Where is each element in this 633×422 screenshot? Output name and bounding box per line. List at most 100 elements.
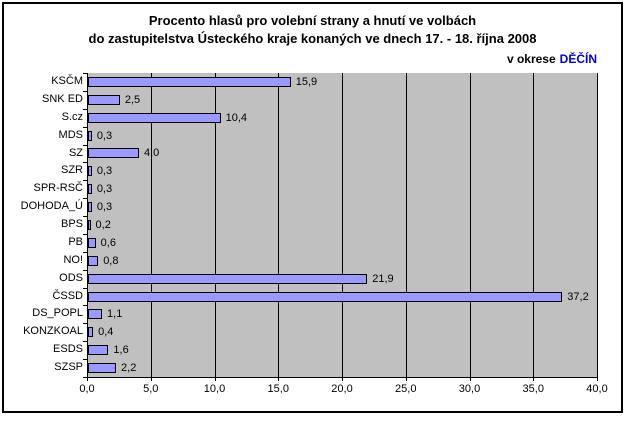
category-label: SZR xyxy=(61,164,83,177)
region-name: DĚČÍN xyxy=(559,52,597,66)
gridline xyxy=(533,73,535,377)
category-label: SZ xyxy=(68,146,83,159)
bar-row: 4,0 xyxy=(88,145,598,163)
chart-frame: Procento hlasů pro volební strany a hnut… xyxy=(2,2,623,413)
value-label: 4,0 xyxy=(144,147,160,160)
chart-title-line2: do zastupitelstva Ústeckého kraje konaný… xyxy=(88,31,537,46)
bar xyxy=(88,219,91,230)
y-axis-tick xyxy=(83,359,87,360)
value-label: 0,8 xyxy=(103,254,119,267)
bar xyxy=(88,363,117,374)
x-axis-tick xyxy=(469,377,471,381)
chart-title: Procento hlasů pro volební strany a hnut… xyxy=(4,12,621,48)
x-tick-label: 10,0 xyxy=(203,383,226,395)
bar-row: 21,9 xyxy=(88,270,598,288)
bar-row: 0,3 xyxy=(88,180,598,198)
category-label: KSČM xyxy=(51,75,83,87)
bar xyxy=(88,184,92,195)
y-axis-tick xyxy=(83,109,87,110)
gridline xyxy=(150,73,152,377)
category-label: SPR-RSČ xyxy=(33,182,83,195)
bar-row: 0,6 xyxy=(88,234,598,252)
value-label: 10,4 xyxy=(225,111,248,124)
x-tick-label: 30,0 xyxy=(458,383,481,395)
y-axis-tick xyxy=(83,145,87,146)
x-tick-label: 5,0 xyxy=(143,383,159,395)
value-label: 2,5 xyxy=(124,93,141,106)
value-label: 0,3 xyxy=(96,165,113,178)
x-axis-labels: 0,0 5,0 10,0 15,0 20,0 25,0 30,0 35,0 40,0 xyxy=(79,383,607,397)
value-label: 37,2 xyxy=(567,290,589,303)
y-axis-tick xyxy=(83,252,87,253)
y-axis-tick xyxy=(83,377,87,378)
bar-row: 0,3 xyxy=(88,198,598,216)
y-axis-tick xyxy=(83,234,87,235)
value-label: 15,9 xyxy=(295,75,318,88)
x-tick-label: 20,0 xyxy=(331,383,353,395)
x-tick-label: 0,0 xyxy=(79,383,95,395)
x-tick-label: 25,0 xyxy=(395,383,417,395)
x-tick-label: 35,0 xyxy=(522,383,544,395)
bar xyxy=(88,166,92,177)
bar xyxy=(88,291,563,302)
y-axis-tick xyxy=(83,73,87,74)
value-label: 0,3 xyxy=(96,129,113,142)
y-axis-tick xyxy=(83,127,87,128)
value-label: 0,4 xyxy=(98,326,114,339)
x-axis-tick xyxy=(405,377,407,381)
category-label: PB xyxy=(68,235,83,248)
x-axis-tick xyxy=(342,377,343,381)
y-axis-tick xyxy=(83,216,87,217)
gridline xyxy=(214,73,216,377)
gridline xyxy=(342,73,343,377)
y-axis-tick xyxy=(83,323,87,324)
y-axis-labels: KSČM SNK ED S.cz MDS SZ SZR SPR-RSČ DOHODA_Ú BPS… xyxy=(4,73,83,377)
value-label: 2,2 xyxy=(121,362,137,375)
category-label: DS_POPL xyxy=(32,307,83,320)
bar xyxy=(88,345,109,356)
x-axis-tick xyxy=(597,377,598,381)
gridline xyxy=(278,73,280,377)
x-axis-tick xyxy=(533,377,535,381)
bar-row: 1,6 xyxy=(88,341,598,359)
bar-row: 15,9 xyxy=(88,73,598,91)
bar-row: 0,3 xyxy=(88,127,598,145)
bar xyxy=(88,76,291,87)
x-tick-label: 15,0 xyxy=(267,383,289,395)
bar-row: 10,4 xyxy=(88,109,598,127)
value-label: 1,6 xyxy=(113,344,129,357)
category-label: SNK ED xyxy=(42,92,83,105)
category-label: KONZKOAL xyxy=(23,325,83,338)
category-label: S.cz xyxy=(61,110,83,123)
category-label: ESDS xyxy=(53,343,83,356)
x-axis-tick xyxy=(87,377,88,381)
category-label: NO! xyxy=(63,253,83,266)
bar xyxy=(88,130,92,141)
y-axis-tick xyxy=(83,341,87,342)
bar-row: 2,5 xyxy=(88,91,598,109)
value-label: 0,3 xyxy=(96,201,113,214)
category-label: ČSSD xyxy=(52,289,83,302)
bar-row: 0,2 xyxy=(88,216,598,234)
y-axis-tick xyxy=(83,162,87,163)
gridline xyxy=(597,73,598,377)
x-tick-label: 40,0 xyxy=(586,383,608,395)
y-axis-tick xyxy=(83,270,87,271)
y-axis-tick xyxy=(83,91,87,92)
bar xyxy=(88,273,368,284)
bar xyxy=(88,309,103,320)
category-label: ODS xyxy=(59,271,83,284)
y-axis-tick xyxy=(83,305,87,306)
category-label: BPS xyxy=(60,218,83,231)
bar-row: 0,3 xyxy=(88,162,598,180)
x-axis-tick xyxy=(278,377,280,381)
bar-row: 0,4 xyxy=(88,323,598,341)
bar xyxy=(88,148,139,159)
region-label: v okrese DĚČÍN xyxy=(507,52,597,66)
bar xyxy=(88,202,92,213)
value-label: 21,9 xyxy=(372,272,394,285)
category-label: SZSP xyxy=(54,361,83,374)
plot-area: 15,9 2,5 10,4 0,3 4,0 0,3 0,3 0,3 0,2 0,6 0,8 21,9 3… xyxy=(83,73,598,381)
bar xyxy=(88,327,94,338)
